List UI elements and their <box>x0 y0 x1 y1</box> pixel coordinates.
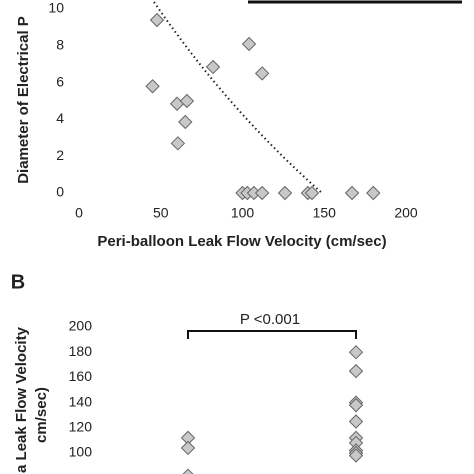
y-tick-label: 6 <box>56 73 64 89</box>
x-tick-label: 50 <box>153 205 169 221</box>
x-axis-label: Peri-balloon Leak Flow Velocity (cm/sec) <box>97 233 386 250</box>
point <box>205 59 221 75</box>
point <box>304 185 320 201</box>
trend-line <box>153 1 323 194</box>
y-tick-label: 0 <box>56 184 64 200</box>
significance-bracket <box>187 330 357 339</box>
point <box>182 468 194 474</box>
y-tick-label: 2 <box>56 147 64 163</box>
y-tick-label: 8 <box>56 37 64 53</box>
point <box>348 414 364 429</box>
y-tick-label: 160 <box>69 368 93 384</box>
y-axis-label: Diameter of Electrical P <box>15 16 32 184</box>
point <box>254 66 270 81</box>
y-axis-label: cm/sec) <box>33 387 50 443</box>
point <box>344 185 360 201</box>
y-tick-label: 10 <box>48 0 64 16</box>
point <box>366 185 381 201</box>
point <box>170 136 186 151</box>
y-axis-label: a Leak Flow Velocity <box>13 326 30 473</box>
x-tick-label: 100 <box>231 205 255 221</box>
point <box>241 36 257 52</box>
annotation: P <0.001 <box>240 311 300 328</box>
x-tick-label: 150 <box>313 205 337 221</box>
point <box>348 344 364 360</box>
point <box>348 397 364 413</box>
x-tick-label: 0 <box>75 205 83 221</box>
panel-label: B <box>11 271 25 293</box>
y-tick-label: 120 <box>69 419 93 435</box>
y-tick-label: 100 <box>69 444 93 460</box>
point <box>180 440 196 456</box>
point <box>277 185 293 201</box>
point <box>178 114 193 130</box>
y-tick-label: 180 <box>69 343 93 359</box>
point <box>348 363 364 379</box>
y-tick-label: 4 <box>56 110 64 126</box>
y-tick-label: 200 <box>69 318 93 334</box>
x-tick-label: 200 <box>394 205 418 221</box>
point <box>149 12 165 28</box>
point <box>179 93 195 109</box>
point <box>145 79 160 94</box>
point <box>348 448 364 463</box>
y-tick-label: 140 <box>69 393 93 409</box>
point <box>254 185 270 201</box>
